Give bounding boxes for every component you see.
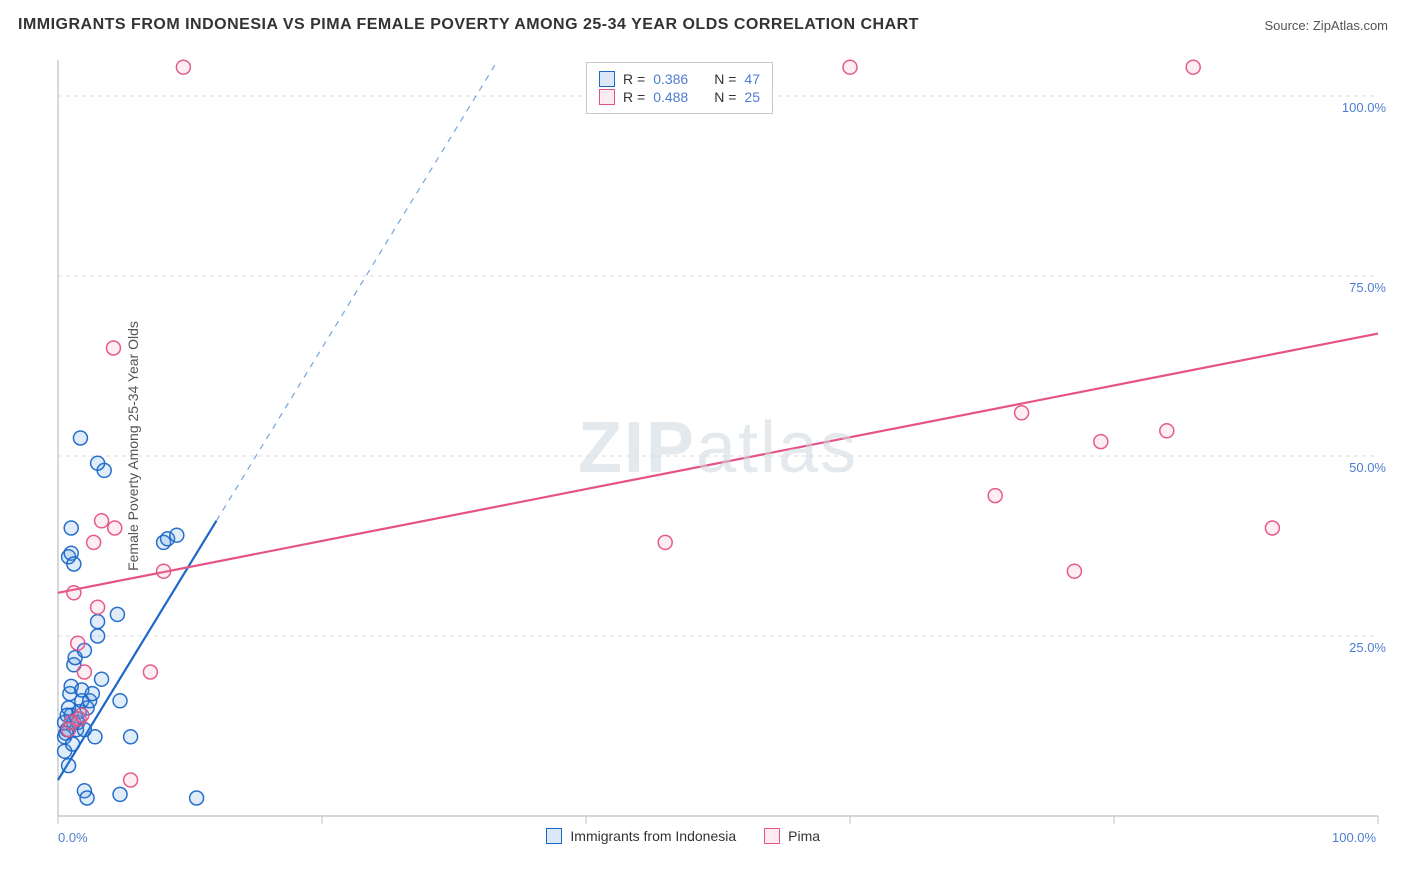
legend-r-label: R = bbox=[623, 71, 645, 87]
legend-item-indonesia: Immigrants from Indonesia bbox=[546, 828, 736, 844]
legend-series: Immigrants from Indonesia Pima bbox=[546, 828, 820, 844]
legend-swatch bbox=[599, 71, 615, 87]
legend-n-label: N = bbox=[714, 89, 736, 105]
x-tick-label: 100.0% bbox=[1332, 830, 1376, 845]
legend-item-label: Pima bbox=[788, 828, 820, 844]
y-axis-label: Female Poverty Among 25-34 Year Olds bbox=[125, 321, 141, 571]
y-tick-label: 50.0% bbox=[1349, 460, 1386, 475]
x-tick-label: 0.0% bbox=[58, 830, 88, 845]
legend-r-value: 0.386 bbox=[653, 71, 688, 87]
legend-swatch bbox=[599, 89, 615, 105]
legend-row-pima: R = 0.488 N = 25 bbox=[599, 89, 760, 105]
y-tick-label: 100.0% bbox=[1342, 100, 1386, 115]
legend-n-label: N = bbox=[714, 71, 736, 87]
scatter-svg bbox=[48, 48, 1388, 848]
plot-area: ZIPatlas R =0.386N =47R =0.488N =25 Immi… bbox=[48, 48, 1388, 848]
legend-swatch bbox=[764, 828, 780, 844]
legend-n-value: 47 bbox=[744, 71, 760, 87]
legend-r-label: R = bbox=[623, 89, 645, 105]
y-tick-label: 75.0% bbox=[1349, 280, 1386, 295]
legend-correlation: R = 0.386 N = 47 R = 0.488 N = 25 bbox=[586, 62, 773, 114]
legend-swatch bbox=[546, 828, 562, 844]
legend-item-pima: Pima bbox=[764, 828, 820, 844]
legend-item-label: Immigrants from Indonesia bbox=[570, 828, 736, 844]
legend-row-indonesia: R = 0.386 N = 47 bbox=[599, 71, 760, 87]
y-tick-label: 25.0% bbox=[1349, 640, 1386, 655]
source-label: Source: ZipAtlas.com bbox=[1264, 18, 1388, 33]
chart-title: IMMIGRANTS FROM INDONESIA VS PIMA FEMALE… bbox=[18, 16, 919, 34]
legend-r-value: 0.488 bbox=[653, 89, 688, 105]
legend-n-value: 25 bbox=[744, 89, 760, 105]
